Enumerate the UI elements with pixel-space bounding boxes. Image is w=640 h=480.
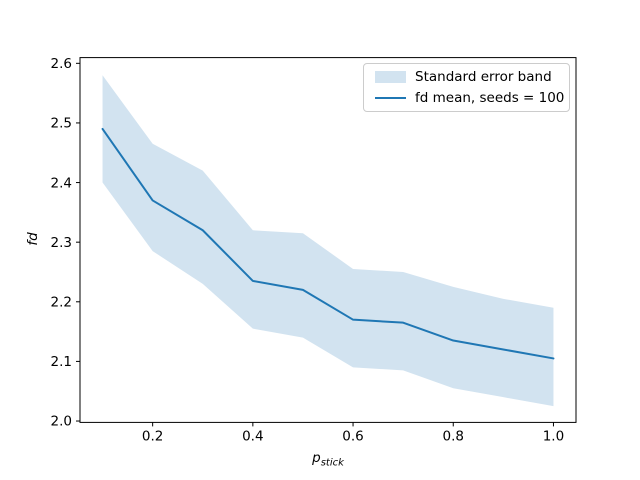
legend-patch-swatch-box bbox=[375, 71, 406, 83]
y-tick-label: 2.4 bbox=[51, 175, 72, 191]
y-tick-label: 2.3 bbox=[51, 235, 72, 251]
legend-entry-band: Standard error band bbox=[375, 68, 561, 86]
x-axis-label: pstick bbox=[80, 450, 576, 469]
x-axis-label-subscript: stick bbox=[320, 457, 344, 469]
y-axis-label: fd bbox=[25, 232, 41, 246]
y-tick-label: 2.6 bbox=[51, 56, 72, 72]
x-tick-label: 1.0 bbox=[543, 428, 564, 444]
mean-line bbox=[101, 127, 555, 360]
x-tick-label: 0.4 bbox=[242, 428, 263, 444]
legend-line-swatch-box bbox=[375, 97, 406, 99]
legend-mean-label: fd mean, seeds = 100 bbox=[415, 90, 565, 106]
x-tick-label: 0.2 bbox=[142, 428, 163, 444]
x-tick-label: 0.8 bbox=[443, 428, 464, 444]
y-tick-label: 2.2 bbox=[51, 294, 72, 310]
stderr-band bbox=[102, 75, 554, 407]
x-tick-label: 0.6 bbox=[342, 428, 363, 444]
y-tick-label: 2.1 bbox=[51, 354, 72, 370]
legend-band-label: Standard error band bbox=[415, 69, 552, 85]
x-axis-label-base: p bbox=[312, 450, 321, 466]
axes-frame bbox=[79, 57, 577, 423]
stderr-band-swatch-icon bbox=[375, 71, 406, 83]
y-tick-label: 2.0 bbox=[51, 414, 72, 430]
legend: Standard error band fd mean, seeds = 100 bbox=[363, 63, 570, 112]
legend-entry-mean: fd mean, seeds = 100 bbox=[375, 89, 565, 107]
y-tick-label: 2.5 bbox=[51, 116, 72, 132]
mean-line-swatch-icon bbox=[375, 97, 406, 99]
